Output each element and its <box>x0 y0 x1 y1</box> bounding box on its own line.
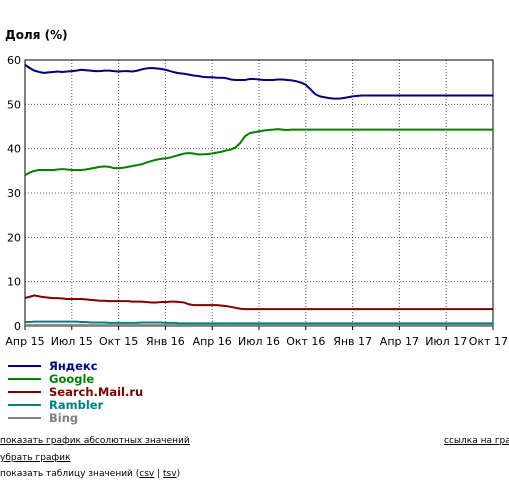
legend-item: Rambler <box>8 397 143 412</box>
series-layer <box>24 64 493 327</box>
x-tick-label: Апр 17 <box>380 335 419 348</box>
y-tick-label: 50 <box>7 98 21 111</box>
show-table-suffix: ) <box>176 469 181 479</box>
legend-label: Search.Mail.ru <box>49 384 144 399</box>
legend-swatch <box>8 364 41 367</box>
chart-reference-link[interactable]: ссылка на граф <box>444 436 509 446</box>
legend-label: Bing <box>49 410 79 425</box>
y-tick-label: 30 <box>7 187 21 200</box>
link-separator: | <box>154 469 164 479</box>
chart-title: Доля (%) <box>5 28 68 42</box>
grid-layer <box>24 59 494 327</box>
legend-item: Search.Mail.ru <box>8 384 144 399</box>
legend-item: Google <box>8 371 143 386</box>
y-axis-ticks: 0 10 20 30 40 50 60 <box>7 54 21 333</box>
y-tick-label: 10 <box>7 276 21 289</box>
y-tick-label: 60 <box>7 54 21 67</box>
legend-item: Яндекс <box>8 358 143 373</box>
x-tick-label: Янв 17 <box>333 335 372 348</box>
legend-label: Google <box>49 371 95 386</box>
y-tick-label: 0 <box>14 320 21 333</box>
x-tick-label: Окт 15 <box>99 335 138 348</box>
show-absolute-values-link[interactable]: показать график абсолютных значений <box>0 436 190 446</box>
series-line-rambler <box>25 320 493 325</box>
x-tick-label: Окт 16 <box>286 335 325 348</box>
csv-link[interactable]: csv <box>139 469 155 479</box>
x-tick-label: Июл 16 <box>238 335 280 348</box>
legend-swatch <box>8 377 41 380</box>
legend-item: Bing <box>8 410 143 425</box>
x-tick-label: Апр 15 <box>5 335 44 348</box>
legend: Яндекс Google Search.Mail.ru Rambler Bing <box>8 358 144 425</box>
legend-swatch <box>8 416 41 419</box>
show-table-row: показать таблицу значений (csv | tsv) <box>0 469 180 479</box>
legend-swatch <box>8 403 41 406</box>
x-tick-label: Окт 17 <box>469 335 508 348</box>
series-line-google <box>24 128 493 177</box>
legend-swatch <box>8 390 41 393</box>
x-tick-label: Июл 15 <box>51 335 93 348</box>
tsv-link[interactable]: tsv <box>163 469 177 479</box>
hide-chart-link[interactable]: убрать график <box>0 453 71 463</box>
y-tick-label: 20 <box>7 231 21 244</box>
x-tick-label: Янв 16 <box>146 335 185 348</box>
series-line-search-mail-ru <box>24 294 493 311</box>
x-tick-label: Июл 17 <box>425 335 467 348</box>
series-line-яндекс <box>24 64 493 100</box>
legend-label: Rambler <box>49 397 104 412</box>
x-tick-label: Апр 16 <box>193 335 232 348</box>
legend-label: Яндекс <box>49 358 98 373</box>
x-axis-ticks: Апр 15 Июл 15 Окт 15 Янв 16 Апр 16 Июл 16 Окт … <box>5 326 508 348</box>
y-tick-label: 40 <box>7 143 21 156</box>
show-table-prefix: показать таблицу значений ( <box>0 469 140 479</box>
